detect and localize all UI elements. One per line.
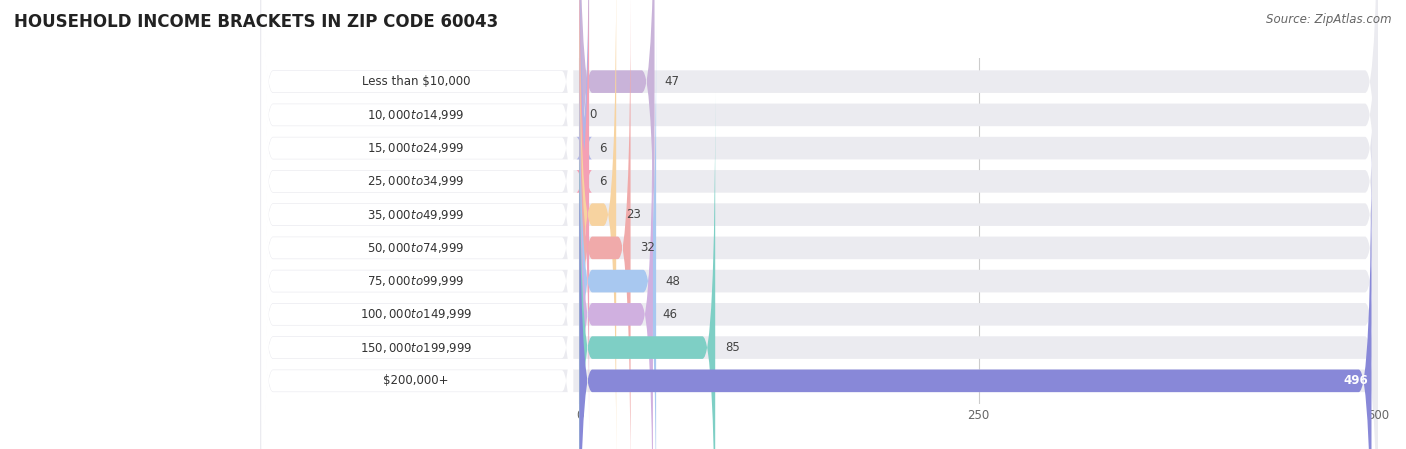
Text: $25,000 to $34,999: $25,000 to $34,999	[367, 174, 464, 189]
Text: $50,000 to $74,999: $50,000 to $74,999	[367, 241, 464, 255]
Text: Less than $10,000: Less than $10,000	[361, 75, 470, 88]
FancyBboxPatch shape	[260, 0, 1378, 436]
FancyBboxPatch shape	[579, 26, 657, 449]
FancyBboxPatch shape	[262, 0, 574, 337]
FancyBboxPatch shape	[260, 93, 1378, 449]
FancyBboxPatch shape	[579, 0, 616, 449]
FancyBboxPatch shape	[262, 26, 574, 449]
Text: $200,000+: $200,000+	[382, 374, 449, 387]
Text: $15,000 to $24,999: $15,000 to $24,999	[367, 141, 464, 155]
FancyBboxPatch shape	[579, 0, 630, 449]
FancyBboxPatch shape	[260, 60, 1378, 449]
FancyBboxPatch shape	[260, 126, 1378, 449]
Text: $100,000 to $149,999: $100,000 to $149,999	[360, 308, 472, 321]
Text: $10,000 to $14,999: $10,000 to $14,999	[367, 108, 464, 122]
FancyBboxPatch shape	[262, 92, 574, 449]
Text: HOUSEHOLD INCOME BRACKETS IN ZIP CODE 60043: HOUSEHOLD INCOME BRACKETS IN ZIP CODE 60…	[14, 13, 498, 31]
FancyBboxPatch shape	[260, 0, 1378, 449]
Text: 6: 6	[599, 175, 606, 188]
FancyBboxPatch shape	[579, 0, 655, 336]
Text: 85: 85	[724, 341, 740, 354]
FancyBboxPatch shape	[262, 0, 574, 404]
Text: 46: 46	[662, 308, 678, 321]
FancyBboxPatch shape	[262, 0, 574, 437]
FancyBboxPatch shape	[260, 26, 1378, 449]
FancyBboxPatch shape	[260, 0, 1378, 403]
FancyBboxPatch shape	[262, 159, 574, 449]
FancyBboxPatch shape	[579, 126, 1371, 449]
FancyBboxPatch shape	[262, 126, 574, 449]
FancyBboxPatch shape	[579, 93, 716, 449]
FancyBboxPatch shape	[260, 0, 1378, 449]
Text: 47: 47	[664, 75, 679, 88]
Text: 48: 48	[665, 275, 681, 288]
FancyBboxPatch shape	[576, 0, 592, 403]
Text: $35,000 to $49,999: $35,000 to $49,999	[367, 207, 464, 222]
FancyBboxPatch shape	[579, 60, 652, 449]
Text: $150,000 to $199,999: $150,000 to $199,999	[360, 341, 472, 355]
FancyBboxPatch shape	[262, 0, 574, 304]
Text: $75,000 to $99,999: $75,000 to $99,999	[367, 274, 464, 288]
Text: 32: 32	[640, 242, 655, 254]
Text: 0: 0	[589, 108, 596, 121]
FancyBboxPatch shape	[262, 59, 574, 449]
Text: 6: 6	[599, 141, 606, 154]
FancyBboxPatch shape	[260, 0, 1378, 370]
Text: 23: 23	[626, 208, 641, 221]
FancyBboxPatch shape	[576, 0, 592, 436]
FancyBboxPatch shape	[260, 0, 1378, 336]
Text: Source: ZipAtlas.com: Source: ZipAtlas.com	[1267, 13, 1392, 26]
Text: 496: 496	[1344, 374, 1368, 387]
FancyBboxPatch shape	[262, 0, 574, 370]
